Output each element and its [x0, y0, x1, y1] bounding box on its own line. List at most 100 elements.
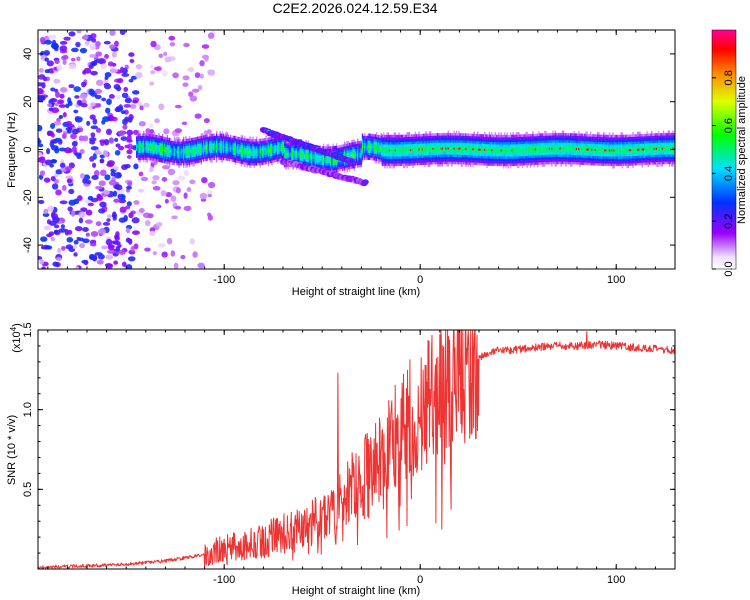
heatmap-cell [253, 153, 255, 157]
heatmap-cell [225, 155, 227, 159]
heatmap-cell [105, 107, 111, 114]
heatmap-cell [195, 155, 198, 159]
heatmap-cell [89, 137, 97, 142]
heatmap-cell [291, 152, 293, 156]
heatmap-cell [332, 148, 334, 152]
heatmap-cell [241, 156, 244, 160]
heatmap-cell [477, 148, 479, 151]
heatmap-cell [494, 160, 497, 164]
heatmap-cell [155, 154, 158, 157]
heatmap-cell [395, 153, 398, 157]
heatmap-cell [371, 140, 373, 144]
heatmap-cell [338, 166, 340, 170]
heatmap-cell [535, 143, 538, 146]
heatmap-cell [231, 140, 233, 143]
heatmap-cell [272, 157, 274, 161]
heatmap-cell [126, 201, 132, 207]
heatmap-cell [551, 144, 553, 148]
heatmap-cell [494, 153, 497, 157]
heatmap-cell [180, 163, 183, 166]
heatmap-cell [274, 138, 277, 141]
heatmap-cell [212, 155, 214, 158]
heatmap-cell [232, 149, 234, 153]
heatmap-cell [260, 155, 263, 158]
heatmap-cell [138, 150, 140, 153]
heatmap-cell [95, 40, 101, 47]
heatmap-cell [375, 158, 378, 162]
heatmap-cell [243, 137, 245, 141]
heatmap-cell [505, 144, 507, 147]
heatmap-cell [360, 147, 363, 151]
heatmap-cell [457, 144, 459, 148]
heatmap-cell [478, 157, 480, 161]
heatmap-cell [172, 148, 174, 151]
heatmap-cell [340, 163, 343, 167]
heatmap-cell [485, 148, 487, 152]
heatmap-cell [382, 139, 385, 143]
heatmap-cell [170, 145, 172, 148]
heatmap-cell [68, 188, 75, 195]
heatmap-cell [207, 143, 210, 147]
heatmap-cell [374, 151, 377, 154]
heatmap-cell [462, 138, 465, 141]
heatmap-cell [246, 160, 248, 163]
heatmap-cell [273, 143, 275, 146]
heatmap-cell [419, 145, 421, 149]
heatmap-cell [159, 152, 161, 156]
heatmap-cell [422, 138, 425, 142]
heatmap-cell [318, 162, 320, 165]
heatmap-cell [257, 150, 259, 154]
heatmap-cell [244, 154, 246, 158]
heatmap-cell [265, 147, 267, 151]
heatmap-cell [260, 157, 263, 161]
heatmap-cell [121, 261, 127, 267]
heatmap-cell [68, 31, 76, 37]
heatmap-cell [118, 198, 127, 204]
heatmap-cell [378, 144, 380, 148]
heatmap-cell [160, 138, 163, 142]
heatmap-cell [401, 134, 404, 138]
heatmap-cell [480, 136, 482, 140]
heatmap-cell [146, 133, 148, 137]
heatmap-cell [251, 141, 253, 145]
heatmap-cell [359, 155, 361, 158]
heatmap-cell [324, 162, 326, 166]
heatmap-cell [250, 155, 252, 159]
heatmap-cell [184, 148, 186, 152]
heatmap-cell [459, 137, 461, 141]
heatmap-cell [192, 140, 194, 143]
heatmap-cell [432, 161, 434, 165]
heatmap-cell [319, 152, 321, 156]
heatmap-cell [378, 156, 380, 160]
heatmap-cell [94, 88, 102, 94]
heatmap-cell [172, 162, 174, 166]
heatmap-cell [148, 152, 151, 156]
heatmap-cell [386, 163, 388, 167]
heatmap-cell [475, 155, 478, 158]
heatmap-cell [453, 156, 455, 160]
heatmap-cell [272, 152, 274, 156]
heatmap-cell [221, 143, 224, 146]
heatmap-cell [137, 145, 139, 149]
heatmap-cell [188, 147, 191, 151]
heatmap-cell [377, 146, 379, 150]
heatmap-cell [412, 148, 414, 152]
heatmap-cell [448, 156, 451, 160]
heatmap-cell [485, 153, 487, 157]
heatmap-cell [455, 159, 458, 162]
heatmap-cell [139, 159, 141, 163]
heatmap-cell [539, 154, 541, 158]
heatmap-cell [115, 86, 122, 92]
heatmap-cell [311, 151, 313, 154]
heatmap-cell [433, 159, 435, 163]
heatmap-cell [366, 157, 368, 160]
heatmap-cell [212, 138, 214, 141]
heatmap-cell [488, 163, 491, 166]
heatmap-cell [335, 145, 338, 149]
heatmap-cell [171, 152, 173, 156]
heatmap-cell [526, 143, 528, 147]
heatmap-cell [440, 159, 442, 162]
heatmap-cell [206, 139, 208, 142]
heatmap-cell [306, 159, 308, 163]
heatmap-cell [177, 141, 179, 145]
